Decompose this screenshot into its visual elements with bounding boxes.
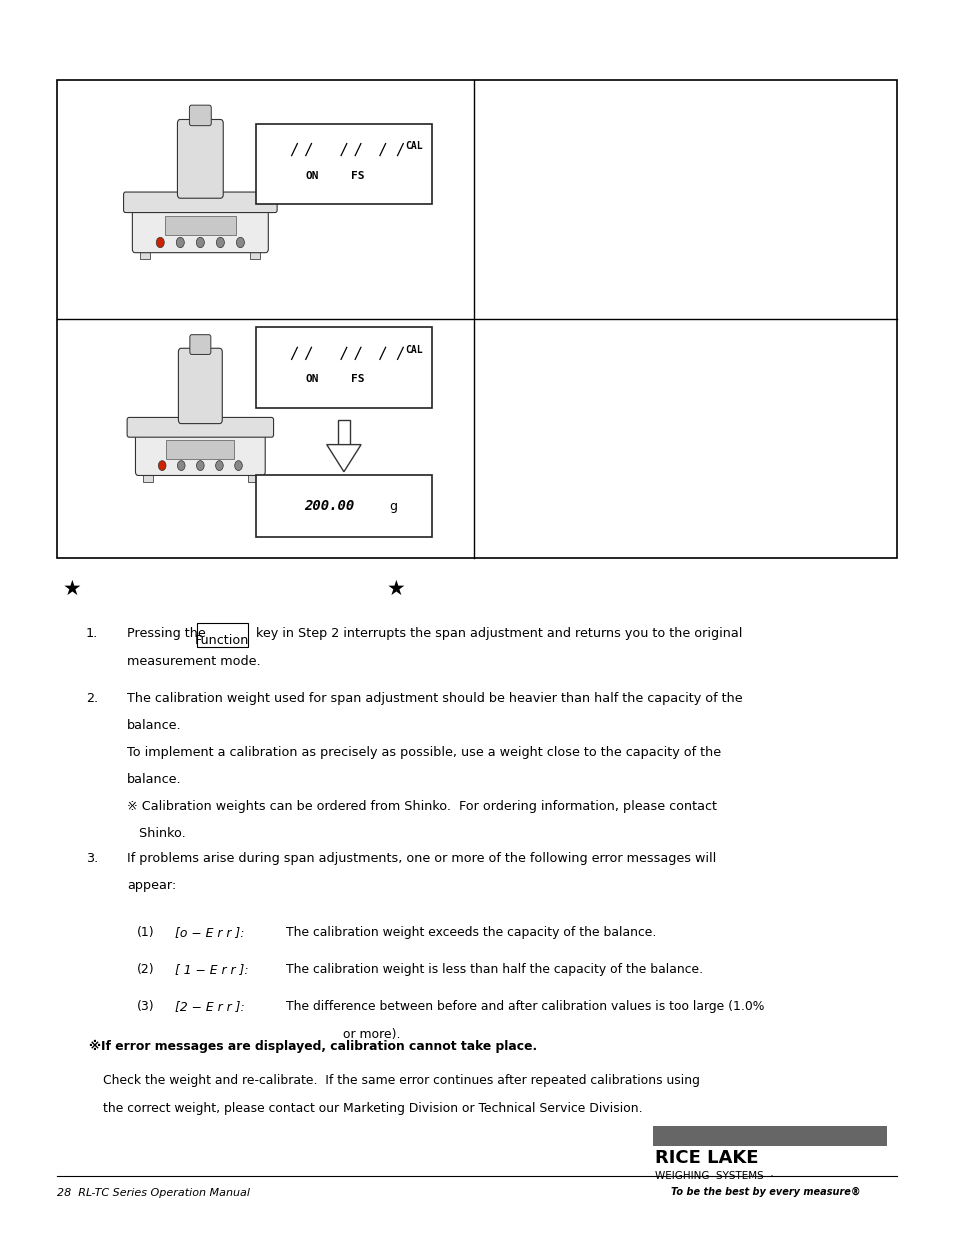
Text: RICE LAKE: RICE LAKE xyxy=(655,1149,758,1167)
Polygon shape xyxy=(326,445,360,472)
Text: CAL: CAL xyxy=(405,141,423,151)
Bar xyxy=(250,249,260,259)
Text: or more).: or more). xyxy=(343,1028,400,1041)
Text: ※ Calibration weights can be ordered from Shinko.  For ordering information, ple: ※ Calibration weights can be ordered fro… xyxy=(127,800,716,814)
Text: key in Step 2 interrupts the span adjustment and returns you to the original: key in Step 2 interrupts the span adjust… xyxy=(252,627,741,641)
Bar xyxy=(255,124,432,204)
Bar xyxy=(196,624,248,647)
Bar xyxy=(57,80,896,558)
Circle shape xyxy=(234,461,242,471)
Text: 200.00: 200.00 xyxy=(304,499,355,514)
FancyBboxPatch shape xyxy=(132,206,268,253)
Text: The difference between before and after calibration values is too large (1.0%: The difference between before and after … xyxy=(286,1000,763,1014)
Text: [o − E r r ]:: [o − E r r ]: xyxy=(174,926,244,940)
Circle shape xyxy=(216,237,224,248)
Text: balance.: balance. xyxy=(127,773,181,787)
Text: FS: FS xyxy=(351,374,364,384)
FancyBboxPatch shape xyxy=(177,120,223,198)
Text: [2 − E r r ]:: [2 − E r r ]: xyxy=(174,1000,244,1014)
Text: Function: Function xyxy=(195,635,249,647)
Text: appear:: appear: xyxy=(127,879,176,893)
Text: FS: FS xyxy=(351,170,364,180)
Text: CAL: CAL xyxy=(405,345,423,354)
Text: Check the weight and re-calibrate.  If the same error continues after repeated c: Check the weight and re-calibrate. If th… xyxy=(103,1074,700,1088)
FancyBboxPatch shape xyxy=(178,348,222,424)
Text: 2.: 2. xyxy=(86,692,98,705)
Text: balance.: balance. xyxy=(127,719,181,732)
Circle shape xyxy=(158,461,166,471)
Text: ON: ON xyxy=(305,170,318,180)
Text: g: g xyxy=(389,500,396,513)
Circle shape xyxy=(196,461,204,471)
Bar xyxy=(653,1126,886,1146)
Bar xyxy=(143,472,152,482)
Bar xyxy=(140,249,150,259)
Circle shape xyxy=(215,461,223,471)
Text: The calibration weight is less than half the capacity of the balance.: The calibration weight is less than half… xyxy=(286,963,702,977)
Text: ★: ★ xyxy=(386,579,405,599)
FancyBboxPatch shape xyxy=(127,417,274,437)
Text: 28  RL-TC Series Operation Manual: 28 RL-TC Series Operation Manual xyxy=(57,1188,250,1198)
Text: (1): (1) xyxy=(136,926,153,940)
Text: the correct weight, please contact our Marketing Division or Technical Service D: the correct weight, please contact our M… xyxy=(103,1102,642,1115)
Text: 3.: 3. xyxy=(86,852,98,866)
Bar xyxy=(164,216,236,236)
Text: 1.: 1. xyxy=(86,627,98,641)
Text: ON: ON xyxy=(305,374,318,384)
Text: WEIGHING  SYSTEMS  ·: WEIGHING SYSTEMS · xyxy=(655,1171,773,1181)
Text: [ 1 − E r r ]:: [ 1 − E r r ]: xyxy=(174,963,248,977)
Bar xyxy=(248,472,257,482)
Circle shape xyxy=(236,237,244,248)
Text: To implement a calibration as precisely as possible, use a weight close to the c: To implement a calibration as precisely … xyxy=(127,746,720,760)
Text: To be the best by every measure®: To be the best by every measure® xyxy=(670,1187,860,1197)
Text: The calibration weight used for span adjustment should be heavier than half the : The calibration weight used for span adj… xyxy=(127,692,741,705)
Text: Pressing the: Pressing the xyxy=(127,627,210,641)
Bar xyxy=(337,420,350,445)
Text: The calibration weight exceeds the capacity of the balance.: The calibration weight exceeds the capac… xyxy=(286,926,656,940)
Circle shape xyxy=(196,237,204,248)
Text: ※If error messages are displayed, calibration cannot take place.: ※If error messages are displayed, calibr… xyxy=(89,1040,537,1053)
Text: (3): (3) xyxy=(136,1000,153,1014)
Bar xyxy=(255,475,432,537)
Circle shape xyxy=(176,237,184,248)
Text: ★: ★ xyxy=(62,579,81,599)
Text: Shinko.: Shinko. xyxy=(127,827,186,841)
Circle shape xyxy=(156,237,164,248)
FancyBboxPatch shape xyxy=(190,335,211,354)
FancyBboxPatch shape xyxy=(124,193,276,212)
FancyBboxPatch shape xyxy=(135,431,265,475)
Circle shape xyxy=(177,461,185,471)
Bar xyxy=(166,441,234,459)
FancyBboxPatch shape xyxy=(190,105,211,126)
Text: (2): (2) xyxy=(136,963,153,977)
Text: measurement mode.: measurement mode. xyxy=(127,655,260,668)
Bar xyxy=(255,327,432,408)
Text: If problems arise during span adjustments, one or more of the following error me: If problems arise during span adjustment… xyxy=(127,852,716,866)
